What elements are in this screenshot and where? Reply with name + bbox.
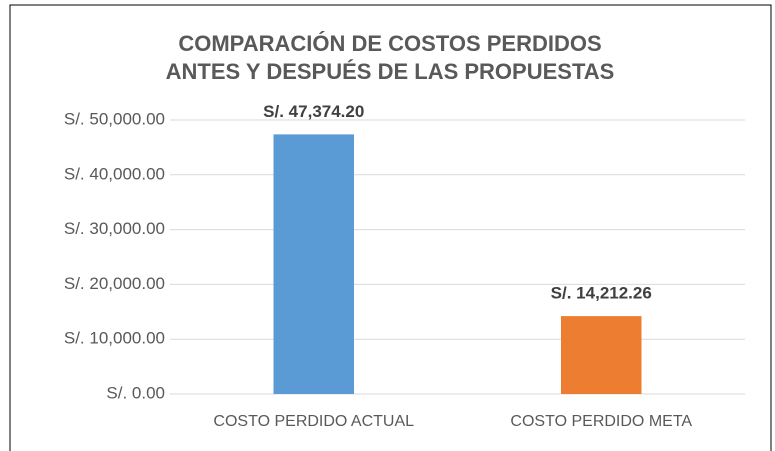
- y-tick-label: S/. 10,000.00: [64, 329, 165, 348]
- x-tick-label: COSTO PERDIDO ACTUAL: [213, 413, 414, 430]
- chart-border: [9, 4, 772, 451]
- chart-title: COMPARACIÓN DE COSTOS PERDIDOS: [178, 31, 601, 56]
- y-tick-label: S/. 50,000.00: [64, 109, 165, 128]
- x-tick-label: COSTO PERDIDO META: [510, 413, 692, 430]
- chart-title: ANTES Y DESPUÉS DE LAS PROPUESTAS: [166, 59, 615, 84]
- y-tick-label: S/. 20,000.00: [64, 274, 165, 293]
- data-label: S/. 47,374.20: [263, 102, 364, 121]
- y-tick-label: S/. 40,000.00: [64, 164, 165, 183]
- bar: [561, 316, 642, 394]
- bar: [273, 134, 354, 394]
- data-label: S/. 14,212.26: [551, 284, 652, 303]
- y-tick-label: S/. 0.00: [106, 383, 165, 402]
- y-tick-label: S/. 30,000.00: [64, 219, 165, 238]
